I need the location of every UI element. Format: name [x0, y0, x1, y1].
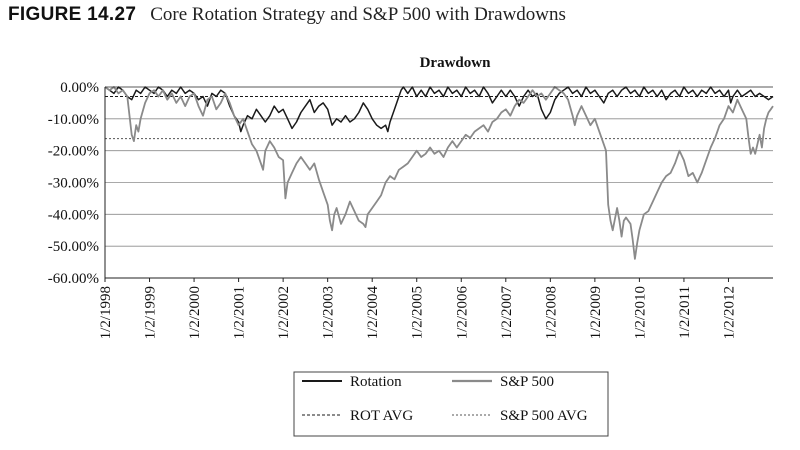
x-tick-label: 1/2/2010	[632, 286, 648, 339]
legend-item-sp500: S&P 500	[500, 374, 554, 390]
x-tick-label: 1/2/2008	[543, 286, 559, 339]
legend: Rotation S&P 500 ROT AVG S&P 500 AVG	[293, 371, 609, 437]
sp500-line	[104, 86, 774, 260]
x-tick-label: 1/2/2005	[410, 286, 426, 339]
x-tick-label: 1/2/2011	[677, 286, 693, 339]
x-tick-label: 1/2/2001	[232, 286, 248, 339]
y-tick-labels: 0.00% -10.00% -20.00% -30.00% -40.00% -50.00%…	[48, 80, 99, 287]
x-tick-labels: 1/2/1998 1/2/1999 1/2/2000 1/2/2001 1/2/2002…	[98, 286, 737, 340]
x-tick-label: 1/2/2000	[187, 286, 203, 339]
legend-item-rot-avg: ROT AVG	[350, 408, 413, 424]
axes	[104, 86, 773, 282]
y-tick-label: -50.00%	[48, 239, 99, 255]
x-tick-label: 1/2/2007	[499, 286, 515, 340]
figure-header: FIGURE 14.27 Core Rotation Strategy and …	[8, 4, 792, 30]
x-tick-label: 1/2/2012	[721, 286, 737, 339]
x-tick-label: 1/2/1998	[98, 286, 114, 339]
legend-item-sp500-avg: S&P 500 AVG	[500, 408, 588, 424]
y-tick-label: -10.00%	[48, 112, 99, 128]
x-tick-label: 1/2/2004	[365, 286, 381, 340]
x-tick-label: 1/2/1999	[143, 286, 159, 339]
rotation-line	[104, 86, 774, 133]
legend-box	[293, 371, 609, 437]
y-tick-label: 0.00%	[60, 80, 99, 96]
figure-caption: Core Rotation Strategy and S&P 500 with …	[150, 4, 566, 25]
x-tick-label: 1/2/2003	[321, 286, 337, 339]
series-lines	[104, 86, 774, 260]
y-tick-label: -40.00%	[48, 207, 99, 223]
legend-item-rotation: Rotation	[350, 374, 402, 390]
y-tick-label: -20.00%	[48, 144, 99, 160]
x-tick-label: 1/2/2006	[454, 286, 470, 340]
y-tick-label: -30.00%	[48, 176, 99, 192]
x-tick-label: 1/2/2009	[588, 286, 604, 339]
y-tick-label: -60.00%	[48, 271, 99, 287]
figure-label: FIGURE 14.27	[8, 4, 137, 25]
x-tick-label: 1/2/2002	[276, 286, 292, 339]
chart-title: Drawdown	[420, 55, 491, 71]
gridlines	[105, 118, 773, 279]
